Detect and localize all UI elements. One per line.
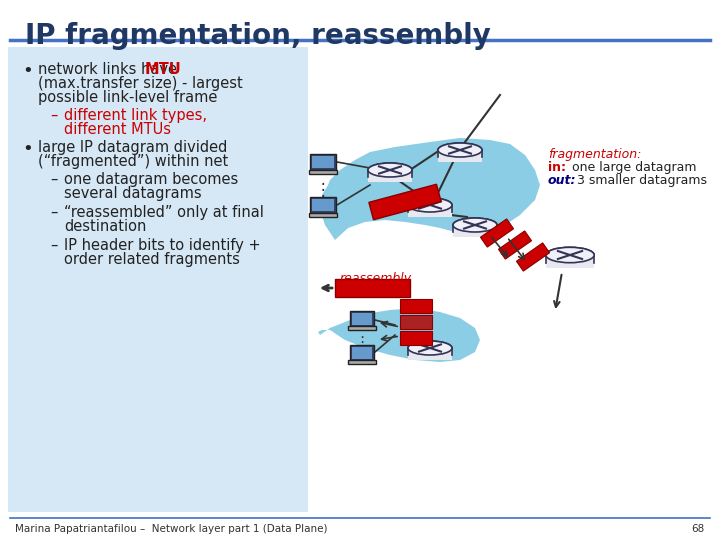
Text: –: –: [50, 205, 58, 220]
Ellipse shape: [408, 341, 452, 355]
Ellipse shape: [408, 198, 452, 212]
Polygon shape: [320, 138, 540, 240]
FancyBboxPatch shape: [348, 326, 376, 330]
Text: out:: out:: [548, 174, 577, 187]
Text: 68: 68: [692, 524, 705, 534]
Ellipse shape: [453, 218, 497, 232]
Text: (max.transfer size) - largest: (max.transfer size) - largest: [38, 76, 243, 91]
FancyBboxPatch shape: [335, 279, 410, 297]
Text: fragmentation:: fragmentation:: [548, 148, 642, 161]
Text: ⋮: ⋮: [315, 181, 331, 199]
Text: –: –: [50, 108, 58, 123]
Text: reassembly: reassembly: [340, 272, 412, 285]
FancyBboxPatch shape: [309, 170, 338, 174]
FancyBboxPatch shape: [516, 243, 549, 271]
Text: Marina Papatriantafilou –  Network layer part 1 (Data Plane): Marina Papatriantafilou – Network layer …: [15, 524, 328, 534]
FancyBboxPatch shape: [310, 197, 336, 213]
Ellipse shape: [453, 218, 497, 232]
Ellipse shape: [546, 247, 594, 262]
Text: several datagrams: several datagrams: [64, 186, 202, 201]
Text: ⋮: ⋮: [354, 334, 369, 349]
Text: one large datagram: one large datagram: [568, 161, 696, 174]
Text: possible link-level frame: possible link-level frame: [38, 90, 217, 105]
Ellipse shape: [368, 163, 412, 177]
Text: different link types,: different link types,: [64, 108, 207, 123]
FancyBboxPatch shape: [546, 255, 594, 268]
FancyBboxPatch shape: [348, 360, 376, 364]
Text: •: •: [22, 62, 32, 80]
FancyBboxPatch shape: [312, 156, 334, 168]
FancyBboxPatch shape: [453, 225, 497, 237]
Text: –: –: [50, 172, 58, 187]
Text: network links have: network links have: [38, 62, 181, 77]
Text: destination: destination: [64, 219, 146, 234]
Ellipse shape: [546, 247, 594, 262]
FancyBboxPatch shape: [310, 154, 336, 170]
Text: order related fragments: order related fragments: [64, 252, 240, 267]
FancyBboxPatch shape: [498, 231, 531, 259]
FancyBboxPatch shape: [350, 345, 374, 360]
Ellipse shape: [408, 198, 452, 212]
FancyBboxPatch shape: [400, 299, 432, 313]
Text: large IP datagram divided: large IP datagram divided: [38, 140, 228, 155]
FancyBboxPatch shape: [400, 315, 432, 329]
FancyBboxPatch shape: [408, 348, 452, 360]
Text: “reassembled” only at final: “reassembled” only at final: [64, 205, 264, 220]
Text: different MTUs: different MTUs: [64, 122, 171, 137]
FancyBboxPatch shape: [438, 150, 482, 162]
FancyBboxPatch shape: [8, 47, 308, 512]
Text: MTU: MTU: [145, 62, 181, 77]
Text: IP fragmentation, reassembly: IP fragmentation, reassembly: [25, 22, 491, 50]
Text: IP header bits to identify +: IP header bits to identify +: [64, 238, 261, 253]
Text: in:: in:: [548, 161, 566, 174]
Text: –: –: [50, 238, 58, 253]
Text: one datagram becomes: one datagram becomes: [64, 172, 238, 187]
Text: 3 smaller datagrams: 3 smaller datagrams: [573, 174, 707, 187]
FancyBboxPatch shape: [408, 205, 452, 217]
FancyBboxPatch shape: [400, 331, 432, 345]
Ellipse shape: [438, 143, 482, 157]
Polygon shape: [318, 308, 480, 362]
FancyBboxPatch shape: [352, 313, 372, 325]
Ellipse shape: [438, 143, 482, 157]
FancyBboxPatch shape: [350, 311, 374, 326]
FancyBboxPatch shape: [309, 213, 338, 217]
FancyBboxPatch shape: [312, 199, 334, 211]
FancyBboxPatch shape: [480, 219, 513, 247]
FancyBboxPatch shape: [368, 170, 412, 182]
Text: •: •: [22, 140, 32, 158]
FancyBboxPatch shape: [352, 347, 372, 359]
Text: (“fragmented”) within net: (“fragmented”) within net: [38, 154, 228, 169]
FancyBboxPatch shape: [369, 184, 441, 220]
Ellipse shape: [368, 163, 412, 177]
Ellipse shape: [408, 341, 452, 355]
